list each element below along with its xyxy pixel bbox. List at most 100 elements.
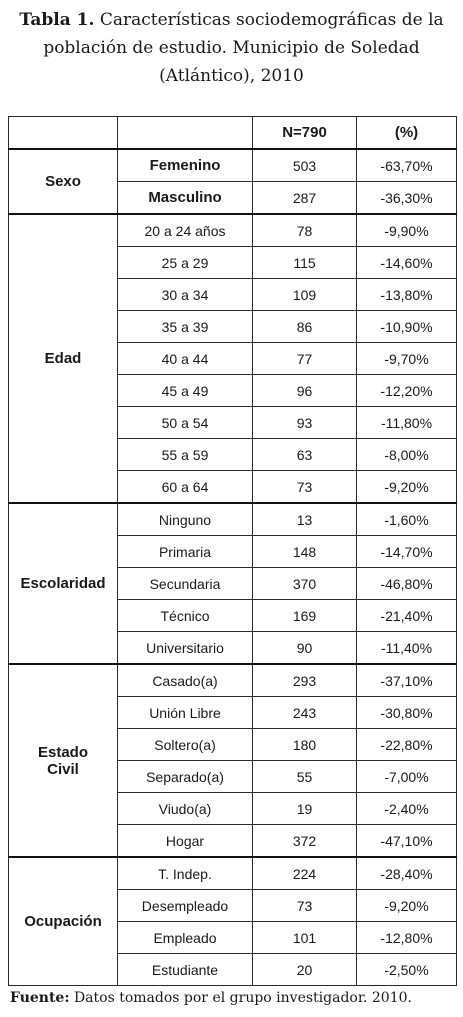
row-n: 73 xyxy=(252,889,357,922)
row-label: 45 a 49 xyxy=(117,374,253,407)
row-pct: -14,60% xyxy=(356,246,457,279)
row-n: 19 xyxy=(252,792,357,825)
row-pct: -36,30% xyxy=(356,181,457,215)
row-pct: -22,80% xyxy=(356,728,457,761)
table-row: 50 a 54 93 -11,80% xyxy=(9,406,457,439)
row-n: 180 xyxy=(252,728,357,761)
footer-label: Fuente: xyxy=(10,990,70,1006)
row-n: 77 xyxy=(252,342,357,375)
row-n: 287 xyxy=(252,181,357,215)
row-n: 372 xyxy=(252,824,357,858)
table-row: Estado Civil Casado(a) 293 -37,10% xyxy=(8,663,457,858)
table-row: 35 a 39 86 -10,90% xyxy=(9,310,457,343)
row-pct: -47,10% xyxy=(356,824,457,858)
table-row: Escolaridad Ninguno 13 -1,60% xyxy=(8,502,457,665)
row-label: Universitario xyxy=(117,631,253,665)
row-label: Primaria xyxy=(117,535,253,568)
caption-text: Características sociodemográficas de la … xyxy=(43,10,444,86)
table-row: Primaria 148 -14,70% xyxy=(9,535,457,568)
row-pct: -2,40% xyxy=(356,792,457,825)
row-label: Secundaria xyxy=(117,567,253,600)
row-n: 86 xyxy=(252,310,357,343)
row-pct: -8,00% xyxy=(356,438,457,471)
row-label: Masculino xyxy=(117,181,253,215)
row-pct: -9,20% xyxy=(356,470,457,504)
row-label: Ninguno xyxy=(117,502,253,536)
row-pct: -9,90% xyxy=(356,213,457,247)
table-row: 40 a 44 77 -9,70% xyxy=(9,342,457,375)
row-pct: -46,80% xyxy=(356,567,457,600)
row-label: Soltero(a) xyxy=(117,728,253,761)
row-n: 73 xyxy=(252,470,357,504)
row-label: 55 a 59 xyxy=(117,438,253,471)
row-pct: -63,70% xyxy=(356,148,457,182)
row-pct: -28,40% xyxy=(356,856,457,890)
row-label: Viudo(a) xyxy=(117,792,253,825)
row-n: 101 xyxy=(252,921,357,954)
row-n: 109 xyxy=(252,278,357,311)
table-row: Soltero(a) 180 -22,80% xyxy=(9,728,457,761)
row-label: Separado(a) xyxy=(117,760,253,793)
row-n: 115 xyxy=(252,246,357,279)
row-pct: -2,50% xyxy=(356,953,457,986)
row-n: 503 xyxy=(252,148,357,182)
table-row: 55 a 59 63 -8,00% xyxy=(9,438,457,471)
row-n: 78 xyxy=(252,213,357,247)
row-pct: -21,40% xyxy=(356,599,457,632)
row-n: 90 xyxy=(252,631,357,665)
row-label: 50 a 54 xyxy=(117,406,253,439)
row-label: 25 a 29 xyxy=(117,246,253,279)
table-row: Separado(a) 55 -7,00% xyxy=(9,760,457,793)
group-2: Escolaridad Ninguno 13 -1,60% Primaria 148 -14… xyxy=(8,502,457,665)
row-label: Técnico xyxy=(117,599,253,632)
row-n: 55 xyxy=(252,760,357,793)
row-pct: -11,80% xyxy=(356,406,457,439)
row-n: 20 xyxy=(252,953,357,986)
group-0: Sexo Femenino 503 -63,70% Masculino 287 -36,30… xyxy=(8,148,457,215)
table-row: Secundaria 370 -46,80% xyxy=(9,567,457,600)
group-name: Estado Civil xyxy=(8,663,118,858)
row-label: Empleado xyxy=(117,921,253,954)
table-row: Desempleado 73 -9,20% xyxy=(9,889,457,922)
row-n: 293 xyxy=(252,663,357,697)
caption-label: Tabla 1. xyxy=(19,10,95,30)
row-pct: -9,20% xyxy=(356,889,457,922)
sociodemographic-table: N=790 (%) Sexo Femenino 503 -63,70% Masculin… xyxy=(8,116,457,986)
row-n: 148 xyxy=(252,535,357,568)
row-pct: -10,90% xyxy=(356,310,457,343)
group-name: Escolaridad xyxy=(8,502,118,665)
group-1: Edad 20 a 24 años 78 -9,90% 25 a 29 115 -14,60… xyxy=(8,213,457,504)
table-row: Estudiante 20 -2,50% xyxy=(9,953,457,986)
row-label: 20 a 24 años xyxy=(117,213,253,247)
row-label: 60 a 64 xyxy=(117,470,253,504)
table-row: Hogar 372 -47,10% xyxy=(9,824,457,858)
footer-text: Datos tomados por el grupo investigador.… xyxy=(73,990,412,1006)
table-row: Ocupación T. Indep. 224 -28,40% xyxy=(8,856,457,986)
row-label: 35 a 39 xyxy=(117,310,253,343)
group-name: Sexo xyxy=(8,148,118,215)
table-row: 60 a 64 73 -9,20% xyxy=(9,470,457,504)
row-label: Femenino xyxy=(117,148,253,182)
table-row: Sexo Femenino 503 -63,70% xyxy=(8,148,457,215)
group-3: Estado Civil Casado(a) 293 -37,10% Unión Lib… xyxy=(8,663,457,858)
table-row: 25 a 29 115 -14,60% xyxy=(9,246,457,279)
row-n: 63 xyxy=(252,438,357,471)
row-n: 243 xyxy=(252,696,357,729)
header-col2 xyxy=(117,116,253,150)
row-n: 224 xyxy=(252,856,357,890)
row-label: 40 a 44 xyxy=(117,342,253,375)
row-pct: -13,80% xyxy=(356,278,457,311)
table-row: Técnico 169 -21,40% xyxy=(9,599,457,632)
table-row: Masculino 287 -36,30% xyxy=(9,181,457,215)
table-row: Edad 20 a 24 años 78 -9,90% xyxy=(8,213,457,504)
header-row: N=790 (%) xyxy=(8,116,457,150)
group-name: Ocupación xyxy=(8,856,118,986)
row-n: 169 xyxy=(252,599,357,632)
header-col1 xyxy=(8,116,118,150)
row-n: 93 xyxy=(252,406,357,439)
row-pct: -9,70% xyxy=(356,342,457,375)
group-name: Edad xyxy=(8,213,118,504)
table-footer: Fuente: Datos tomados por el grupo inves… xyxy=(10,990,412,1006)
row-pct: -14,70% xyxy=(356,535,457,568)
row-n: 96 xyxy=(252,374,357,407)
